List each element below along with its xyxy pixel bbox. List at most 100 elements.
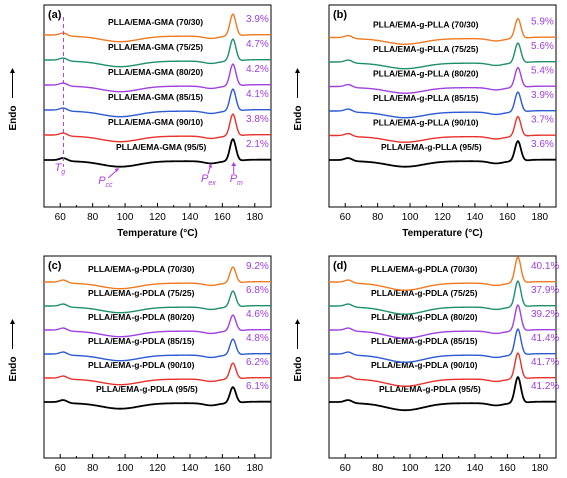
x-axis-title: Temperature (°C) [402, 228, 483, 239]
x-tick-label: 160 [214, 463, 231, 474]
curve-label: PLLA/EMA-g-PLLA (75/25) [373, 44, 479, 54]
crystallinity-label: 3.8% [246, 114, 269, 125]
curve-label: PLLA/EMA-GMA (95/5) [116, 142, 207, 152]
curve-label: PLLA/EMA-g-PDLA (80/20) [371, 312, 478, 322]
crystallinity-label: 6.1% [246, 381, 269, 392]
curve-label: PLLA/EMA-g-PDLA (95/5) [96, 384, 198, 394]
dsc-curve [44, 63, 271, 93]
curve-label: PLLA/EMA-g-PLLA (85/15) [373, 93, 479, 103]
pm-label: Pm [230, 173, 243, 187]
x-tick-label: 140 [467, 212, 484, 223]
x-tick-label: 60 [55, 463, 67, 474]
y-axis-title: Endo [8, 106, 19, 131]
curve-label: PLLA/EMA-g-PDLA (90/10) [88, 360, 195, 370]
dsc-curve [44, 13, 271, 43]
curve-label: PLLA/EMA-g-PDLA (70/30) [371, 264, 478, 274]
x-tick-label: 60 [340, 463, 352, 474]
dsc-curve [329, 91, 556, 119]
x-tick-label: 120 [434, 463, 451, 474]
curve-label: PLLA/EMA-GMA (75/25) [108, 42, 203, 52]
dsc-curve [329, 256, 556, 291]
x-tick-label: 120 [434, 212, 451, 223]
dsc-curve [329, 304, 556, 339]
curve-label: PLLA/EMA-g-PLLA (80/20) [373, 69, 479, 79]
dsc-curve [329, 115, 556, 143]
x-tick-label: 100 [117, 212, 134, 223]
curve-label: PLLA/EMA-g-PDLA (80/20) [88, 312, 195, 322]
crystallinity-label: 4.8% [246, 333, 269, 344]
crystallinity-label: 3.9% [531, 90, 554, 101]
x-tick-label: 140 [182, 212, 199, 223]
curve-label: PLLA/EMA-GMA (90/10) [108, 117, 203, 127]
pm-arrowhead [231, 162, 237, 166]
crystallinity-label: 3.9% [246, 14, 269, 25]
panel-label: (a) [48, 9, 62, 21]
tg-label: Tg [54, 162, 65, 176]
dsc-curve [44, 314, 271, 338]
dsc-curve [44, 38, 271, 68]
x-tick-label: 100 [402, 212, 419, 223]
curve-label: PLLA/EMA-g-PLLA (90/10) [373, 118, 479, 128]
dsc-panel-1: 60 80 100 120 140 160 180 Temperature (°C) Endo (… [8, 4, 272, 239]
dsc-curve [329, 139, 556, 168]
x-tick-label: 120 [149, 463, 166, 474]
curve-label: PLLA/EMA-g-PLLA (70/30) [373, 20, 479, 30]
dsc-curve [329, 17, 556, 45]
endo-arrowhead [10, 68, 15, 73]
curve-label: PLLA/EMA-g-PDLA (85/15) [88, 336, 195, 346]
x-tick-label: 80 [87, 463, 99, 474]
crystallinity-label: 5.9% [531, 17, 554, 28]
dsc-curve [44, 137, 271, 168]
crystallinity-label: 3.6% [531, 139, 554, 150]
endo-arrowhead [295, 68, 300, 73]
peak-annotations: Tg Pcc Pex Pm [54, 17, 243, 189]
x-tick-label: 60 [340, 212, 352, 223]
curve-label: PLLA/EMA-g-PDLA (75/25) [371, 288, 478, 298]
x-tick-label: 180 [246, 463, 263, 474]
pex-label: Pex [201, 173, 216, 187]
x-tick-label: 140 [182, 463, 199, 474]
crystallinity-label: 6.8% [246, 285, 269, 296]
crystallinity-label: 4.7% [246, 39, 269, 50]
x-tick-label: 80 [372, 212, 384, 223]
dsc-curve [44, 386, 271, 410]
crystallinity-label: 5.4% [531, 66, 554, 77]
pcc-arrowhead [114, 168, 120, 172]
dsc-curve [329, 280, 556, 315]
x-tick-label: 100 [117, 463, 134, 474]
dsc-curve [44, 338, 271, 362]
crystallinity-label: 6.2% [246, 357, 269, 368]
plot-frame [328, 255, 557, 459]
crystallinity-label: 40.1% [531, 261, 559, 272]
dsc-curve [329, 328, 556, 363]
crystallinity-label: 3.7% [531, 115, 554, 126]
x-tick-label: 100 [402, 463, 419, 474]
dsc-curve [329, 42, 556, 70]
x-tick-label: 140 [467, 463, 484, 474]
crystallinity-label: 4.1% [246, 89, 269, 100]
crystallinity-label: 41.2% [531, 381, 559, 392]
x-tick-label: 180 [246, 212, 263, 223]
endo-arrowhead [10, 319, 15, 324]
curve-label: PLLA/EMA-g-PLLA (95/5) [381, 142, 482, 152]
x-tick-label: 160 [214, 212, 231, 223]
crystallinity-label: 41.4% [531, 333, 559, 344]
crystallinity-label: 2.1% [246, 139, 269, 150]
x-tick-label: 180 [531, 463, 548, 474]
y-axis-title: Endo [8, 357, 19, 382]
dsc-curve [44, 266, 271, 290]
dsc-curve [44, 362, 271, 386]
curve-label: PLLA/EMA-GMA (80/20) [108, 67, 203, 77]
crystallinity-label: 4.2% [246, 64, 269, 75]
curve-label: PLLA/EMA-g-PDLA (90/10) [371, 360, 478, 370]
x-tick-label: 60 [55, 212, 67, 223]
plot-frame [43, 255, 272, 459]
curve-label: PLLA/EMA-g-PDLA (95/5) [379, 384, 481, 394]
curve-label: PLLA/EMA-g-PDLA (75/25) [88, 288, 195, 298]
crystallinity-label: 5.6% [531, 41, 554, 52]
x-tick-label: 80 [87, 212, 99, 223]
dsc-curve [44, 290, 271, 314]
crystallinity-label: 41.7% [531, 357, 559, 368]
crystallinity-label: 37.9% [531, 285, 559, 296]
